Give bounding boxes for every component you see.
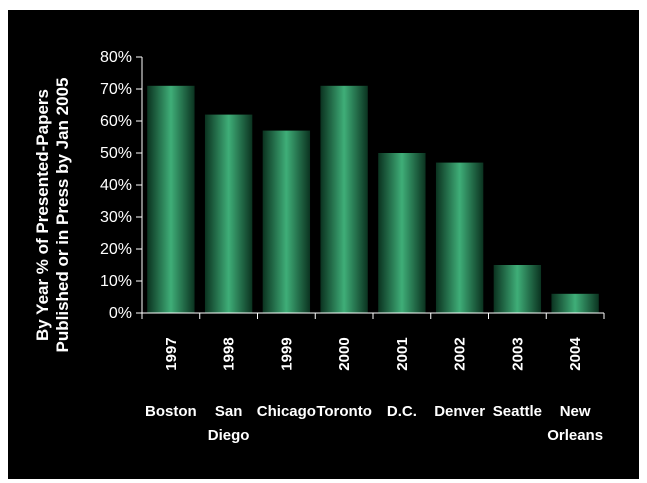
x-category-city: San — [215, 403, 243, 420]
x-category-city: Denver — [434, 403, 485, 420]
bar-1997 — [147, 85, 195, 313]
y-tick-label: 10% — [100, 273, 132, 290]
y-tick-label: 40% — [100, 177, 132, 194]
bar-2000 — [320, 85, 368, 313]
x-category-year: 1997 — [163, 337, 180, 370]
x-category-city: Diego — [208, 427, 250, 444]
x-category-year: 2004 — [567, 337, 584, 371]
bar-1998 — [204, 114, 253, 313]
bar-2003 — [493, 265, 542, 313]
x-category-year: 2000 — [336, 337, 353, 370]
x-category-city: Toronto — [316, 403, 372, 420]
y-axis-title-line-1: By Year % of Presented-Papers — [33, 89, 52, 341]
y-axis-title-line-2: Published or in Press by Jan 2005 — [53, 78, 72, 353]
x-category-year: 2001 — [394, 337, 411, 370]
x-category-year: 2003 — [509, 337, 526, 370]
bar-1999 — [262, 130, 311, 313]
bar-2004 — [551, 293, 599, 313]
y-tick-label: 80% — [100, 49, 132, 66]
x-category-city: Orleans — [547, 427, 603, 444]
y-tick-label: 30% — [100, 209, 132, 226]
y-tick-label: 60% — [100, 113, 132, 130]
y-axis-title: By Year % of Presented-Papers Published o… — [33, 78, 72, 353]
x-category-city: Chicago — [257, 403, 316, 420]
x-category-year: 1999 — [278, 337, 295, 370]
x-category-year: 2002 — [452, 337, 469, 370]
x-category-city: Boston — [145, 403, 197, 420]
y-tick-label: 50% — [100, 145, 132, 162]
y-axis-ticks: 0% 10% 20% 30% 40% 50% 60% 70% 80% — [100, 49, 142, 322]
y-tick-label: 0% — [109, 305, 132, 322]
x-category-city: D.C. — [387, 403, 417, 420]
x-category-city: Seattle — [493, 403, 542, 420]
x-axis-labels: 1997 Boston 1998 San Diego 1999 Chicago 2000 Tor… — [145, 337, 603, 444]
bar-2001 — [378, 153, 426, 313]
axes — [141, 57, 605, 319]
x-category-year: 1998 — [221, 337, 238, 370]
y-tick-label: 70% — [100, 81, 132, 98]
y-tick-label: 20% — [100, 241, 132, 258]
bars — [147, 85, 599, 313]
x-category-city: New — [560, 403, 591, 420]
bar-2002 — [435, 162, 484, 313]
